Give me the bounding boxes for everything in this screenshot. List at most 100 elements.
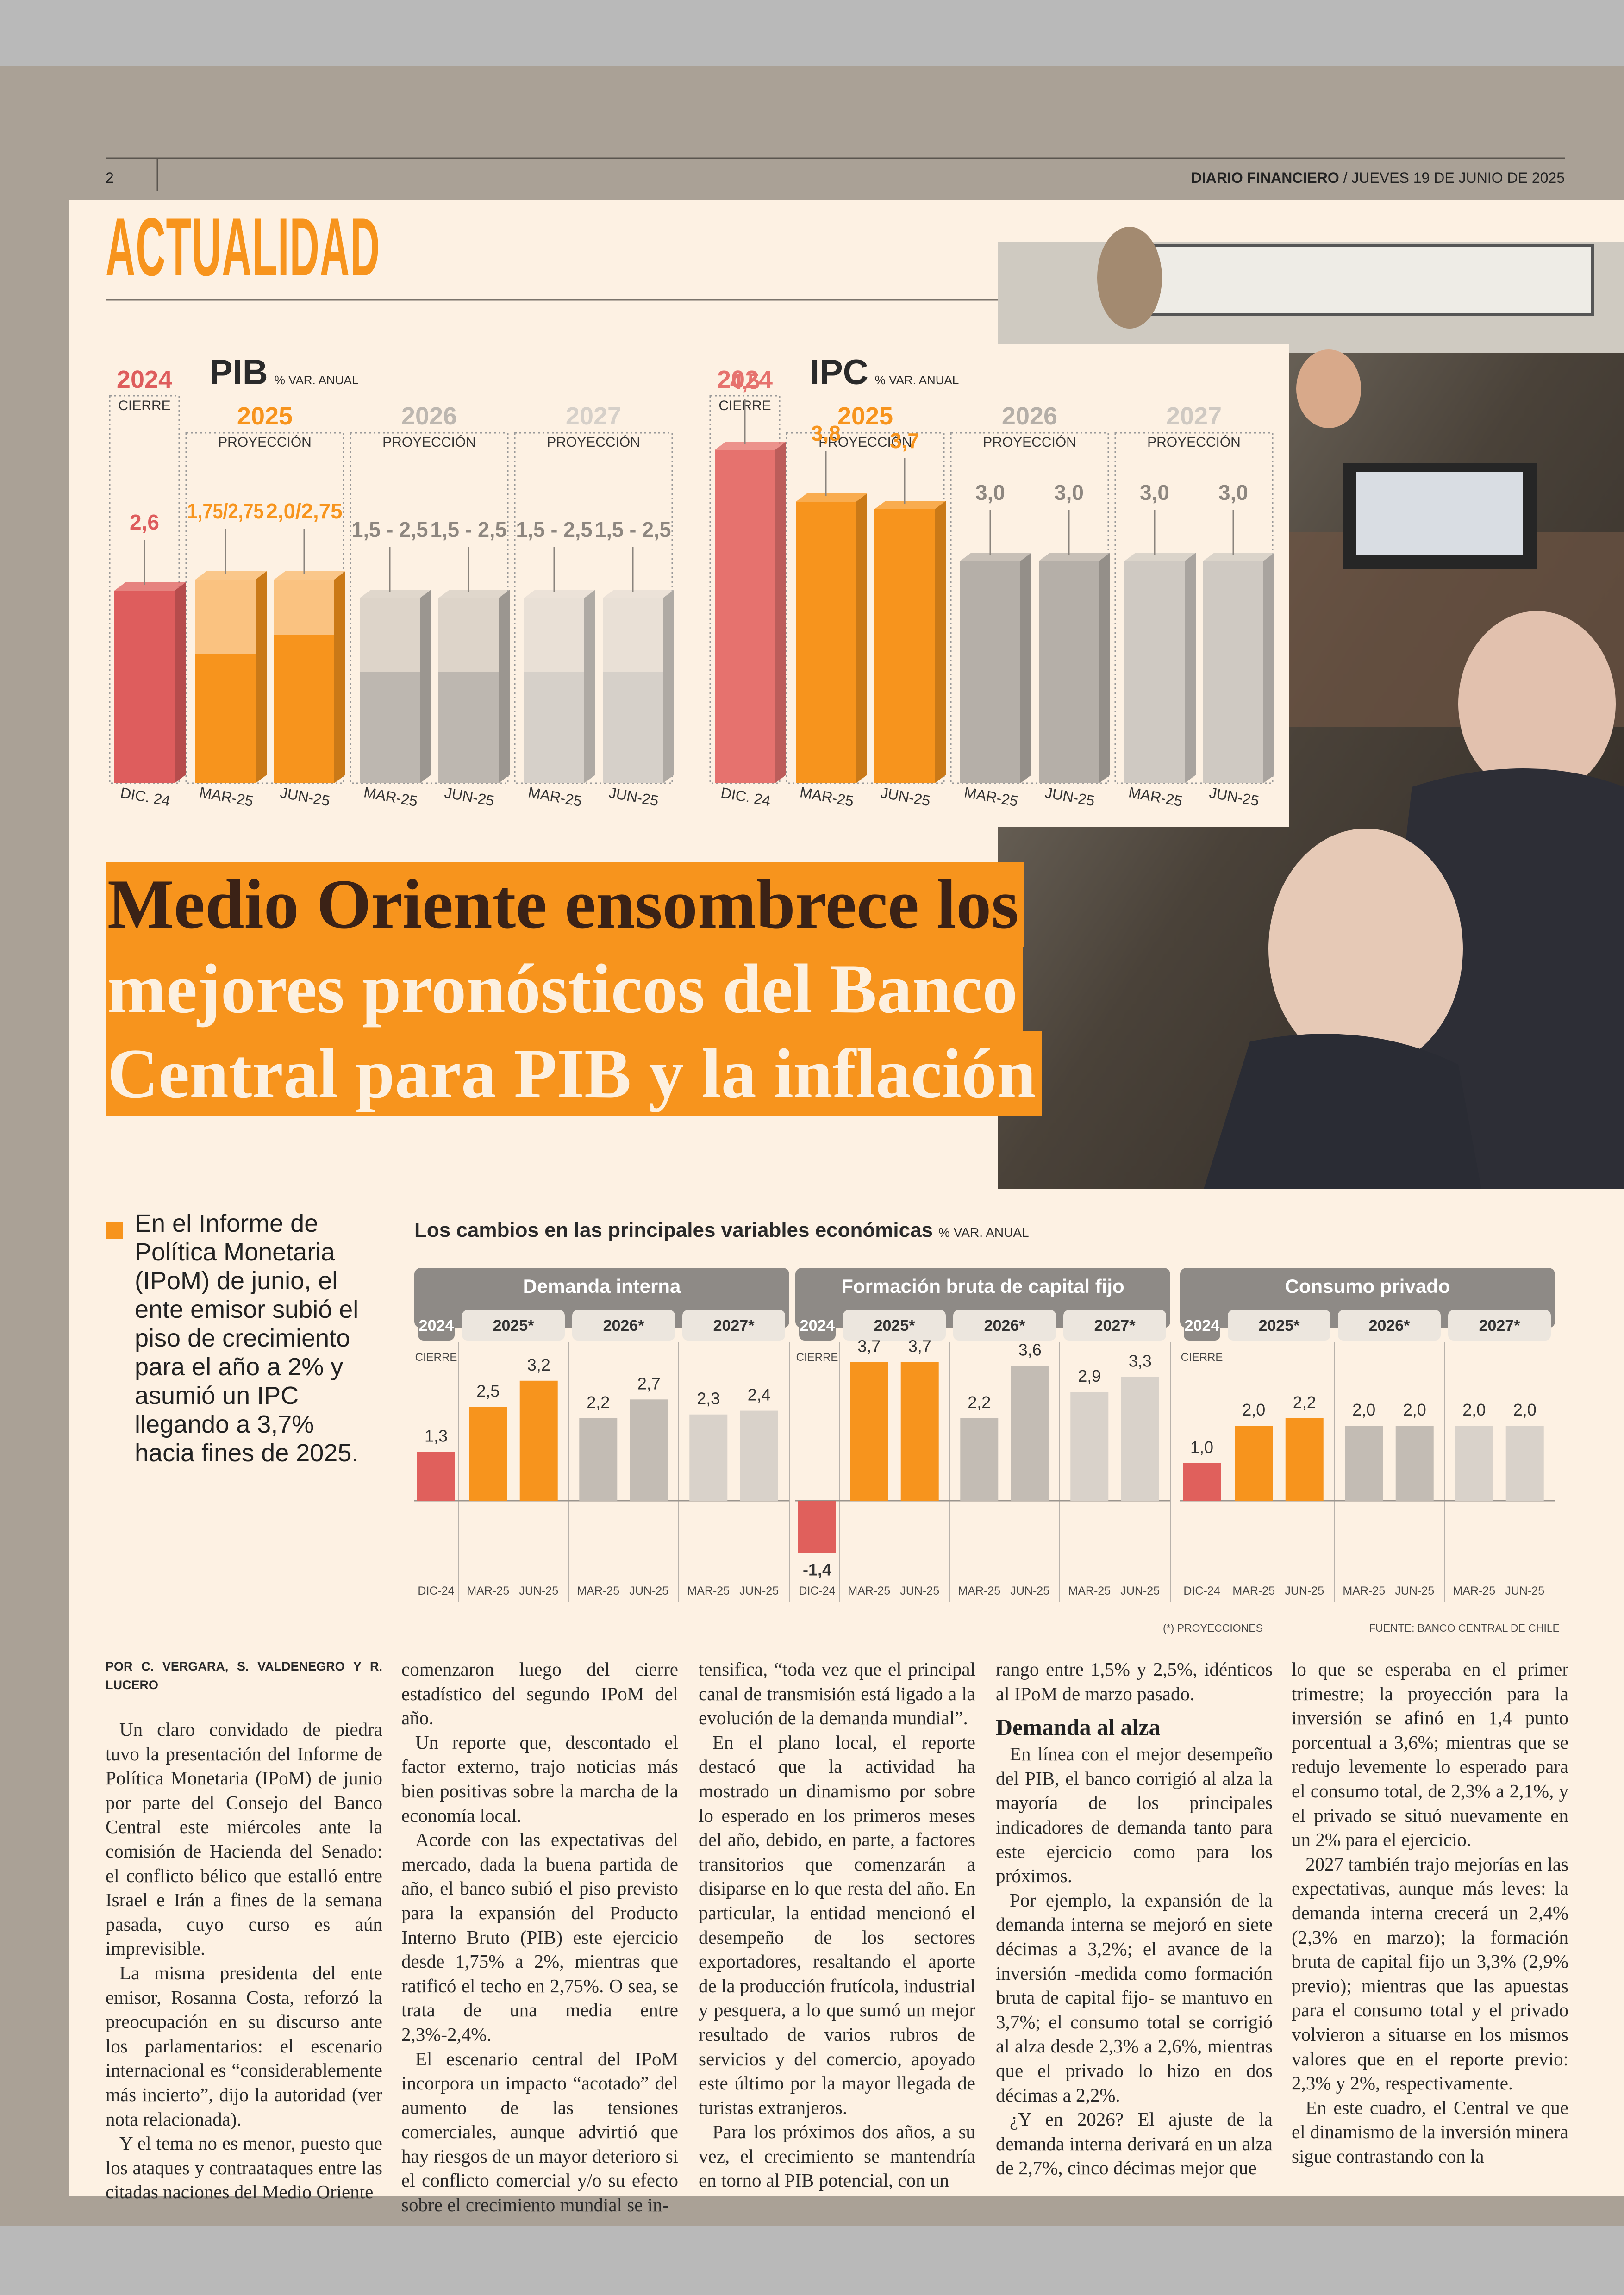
- bar-top: [874, 501, 946, 509]
- value-label: 3,7: [890, 429, 919, 453]
- category-label: JUN-25: [1010, 1584, 1049, 1597]
- group-box: [950, 432, 1109, 784]
- group-label: 2024: [717, 366, 773, 393]
- publication: DIARIO FINANCIERO: [1191, 169, 1339, 186]
- year-tab: [1184, 1310, 1220, 1341]
- bar: [1285, 1418, 1324, 1501]
- lead: En el Informe de Política Monetaria (IPo…: [135, 1210, 359, 1467]
- bar: [960, 1418, 999, 1501]
- bar-side-shade: [663, 590, 674, 783]
- group-label: 2025: [237, 402, 293, 430]
- paragraph: Y el tema no es menor, puesto que los at…: [106, 2133, 382, 2203]
- group-box: [185, 432, 344, 784]
- lead-bullet: [106, 1222, 123, 1239]
- value-label: -1,4: [803, 1560, 831, 1579]
- subheading: Demanda al alza: [996, 1714, 1161, 1740]
- chart-title: IPC: [810, 353, 868, 392]
- group-label: 2026*: [603, 1317, 645, 1335]
- group-label: 2024: [800, 1317, 835, 1335]
- bar-side-shade: [1263, 553, 1274, 783]
- text-column: lo que se esperaba en el primer trimestr…: [1292, 1657, 1568, 2168]
- bar: [1124, 561, 1185, 783]
- bar-side: [1099, 553, 1110, 783]
- value-label: 3,8: [811, 421, 841, 445]
- group-label: 2025: [837, 402, 893, 430]
- headline: Medio Oriente ensombrece los mejores pro…: [106, 862, 1042, 1116]
- value-label: 2,9: [1078, 1366, 1101, 1385]
- bar-top: [195, 571, 267, 580]
- paragraph: Por ejemplo, la expansión de la demanda …: [996, 1889, 1273, 2106]
- year-tab: [1063, 1310, 1166, 1341]
- group-box: [350, 432, 509, 784]
- bar-top: [524, 590, 595, 598]
- bar: [1183, 1463, 1221, 1501]
- date: / JUEVES 19 DE JUNIO DE 2025: [1343, 169, 1565, 186]
- year-tab: [1228, 1310, 1330, 1341]
- bar-top: [715, 442, 786, 450]
- category-label: DIC-24: [799, 1584, 835, 1597]
- panel-title: Demanda interna: [523, 1275, 681, 1297]
- bar: [603, 672, 663, 783]
- bar: [519, 1380, 558, 1501]
- group-label: 2027: [566, 402, 621, 430]
- bar: [417, 1452, 455, 1501]
- paragraph: Un reporte que, descontado el factor ext…: [401, 1731, 678, 1826]
- bar-side-shade: [1020, 553, 1031, 783]
- value-label: 3,2: [527, 1355, 550, 1374]
- byline: POR C. VERGARA, S. VALDENEGRO Y R. LUCER…: [106, 1659, 382, 1692]
- masthead: DIARIO FINANCIERO / JUEVES 19 DE JUNIO D…: [1191, 169, 1565, 187]
- chart-title: PIB: [209, 353, 268, 392]
- text-column: POR C. VERGARA, S. VALDENEGRO Y R. LUCER…: [106, 1657, 382, 2204]
- value-label: 2,7: [637, 1374, 661, 1393]
- bar-side-shade: [499, 590, 510, 783]
- category-label: JUN-25: [739, 1584, 779, 1597]
- group-label: 2027: [1166, 402, 1222, 430]
- category-label: JUN-25: [1285, 1584, 1324, 1597]
- value-label: 1,5 - 2,5: [431, 518, 507, 542]
- group-label: 2025*: [1259, 1317, 1300, 1335]
- year-tab: [1338, 1310, 1441, 1341]
- page-number: 2: [106, 169, 114, 186]
- group-label: 2027*: [1094, 1317, 1136, 1335]
- headline-line: Central para PIB y la inflación: [106, 1031, 1042, 1116]
- bar: [524, 672, 584, 783]
- value-label: 2,2: [968, 1393, 991, 1412]
- section-title: ACTUALIDAD: [106, 201, 381, 293]
- bar-side: [175, 582, 186, 783]
- paragraph: En línea con el mejor desempeño del PIB,…: [996, 1743, 1273, 1887]
- bar-side-shade: [1185, 553, 1196, 783]
- value-label: 1,5 - 2,5: [516, 518, 593, 542]
- value-label: 1,5 - 2,5: [352, 518, 428, 542]
- bar-range: [195, 580, 256, 654]
- group-sublabel: CIERRE: [1181, 1351, 1223, 1364]
- bar: [715, 450, 775, 783]
- bar: [1395, 1426, 1434, 1501]
- group-label: 2026*: [984, 1317, 1026, 1335]
- group-label: 2025*: [493, 1317, 535, 1335]
- bar-side-shade: [584, 590, 595, 783]
- bar: [469, 1407, 507, 1501]
- bar-top: [274, 571, 345, 580]
- headline-line: Medio Oriente ensombrece los: [106, 862, 1024, 947]
- year-tab: [418, 1310, 455, 1341]
- bar: [438, 672, 499, 783]
- bar: [1070, 1392, 1109, 1501]
- category-label: DIC-24: [1183, 1584, 1220, 1597]
- year-tab: [1448, 1310, 1551, 1341]
- text-column: comenzaron luego del cierre estadístico …: [401, 1657, 678, 2217]
- group-label: 2024: [1185, 1317, 1220, 1335]
- bar-side: [584, 590, 595, 783]
- category-label: MAR-25: [1343, 1584, 1385, 1597]
- paragraph: rango entre 1,5% y 2,5%, idénticos al IP…: [996, 1659, 1273, 1704]
- group-box: [1114, 432, 1274, 784]
- group-sublabel: PROYECCIÓN: [218, 435, 312, 450]
- bar-side: [935, 501, 946, 783]
- paragraph: El escenario central del IPoM incorpora …: [401, 2048, 678, 2216]
- bar-side: [775, 442, 786, 783]
- bar: [740, 1410, 778, 1501]
- category-label: DIC-24: [418, 1584, 454, 1597]
- value-label: 2,0/2,75: [266, 499, 343, 523]
- paragraph: 2027 también trajo mejorías en las expec…: [1292, 1853, 1568, 2094]
- category-label: MAR-25: [1453, 1584, 1495, 1597]
